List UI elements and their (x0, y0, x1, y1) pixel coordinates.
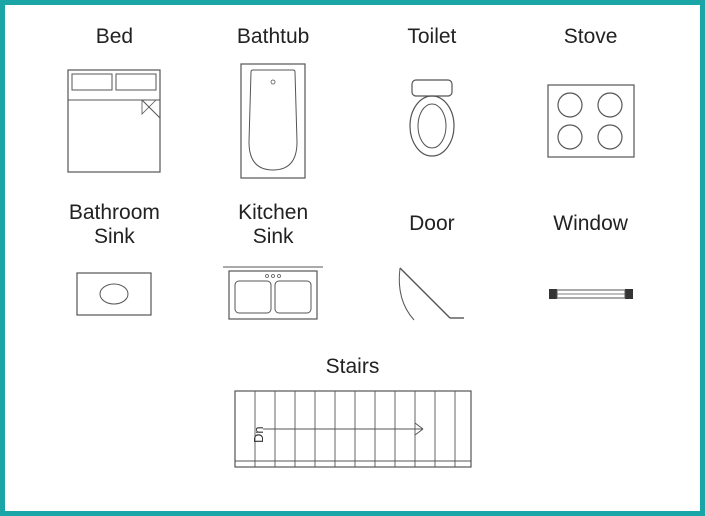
label-bathroom-sink-l1: Bathroom (69, 201, 160, 224)
label-toilet: Toilet (407, 25, 456, 51)
cell-bathtub: Bathtub (194, 25, 353, 181)
kitchen-sink-icon (223, 259, 323, 329)
label-kitchen-sink: Kitchen Sink (238, 201, 308, 249)
label-bed: Bed (96, 25, 133, 51)
cell-kitchen-sink: Kitchen Sink (194, 201, 353, 329)
stairs-dn-text: Dn (251, 426, 266, 443)
label-stove: Stove (564, 25, 618, 51)
label-door: Door (409, 201, 455, 249)
label-bathroom-sink-l2: Sink (94, 225, 135, 248)
cell-bathroom-sink: Bathroom Sink (35, 201, 194, 329)
cell-toilet: Toilet (353, 25, 512, 181)
cell-stove: Stove (511, 25, 670, 181)
label-window: Window (553, 201, 628, 249)
stairs-icon: Dn (233, 389, 473, 473)
legend-grid: Bed Bathtub (5, 5, 700, 329)
cell-bed: Bed (35, 25, 194, 181)
legend-frame: Bed Bathtub (0, 0, 705, 516)
label-stairs: Stairs (326, 355, 380, 381)
stove-icon (546, 61, 636, 181)
bathtub-icon (239, 61, 307, 181)
toilet-icon (404, 61, 460, 181)
bathroom-sink-icon (75, 259, 153, 329)
window-icon (547, 259, 635, 329)
cell-stairs: Stairs Dn (5, 355, 700, 473)
cell-door: Door (353, 201, 512, 329)
bed-icon (64, 61, 164, 181)
label-kitchen-sink-l1: Kitchen (238, 201, 308, 224)
door-icon (394, 259, 470, 329)
cell-window: Window (511, 201, 670, 329)
label-bathroom-sink: Bathroom Sink (69, 201, 160, 249)
label-bathtub: Bathtub (237, 25, 309, 51)
label-kitchen-sink-l2: Sink (253, 225, 294, 248)
